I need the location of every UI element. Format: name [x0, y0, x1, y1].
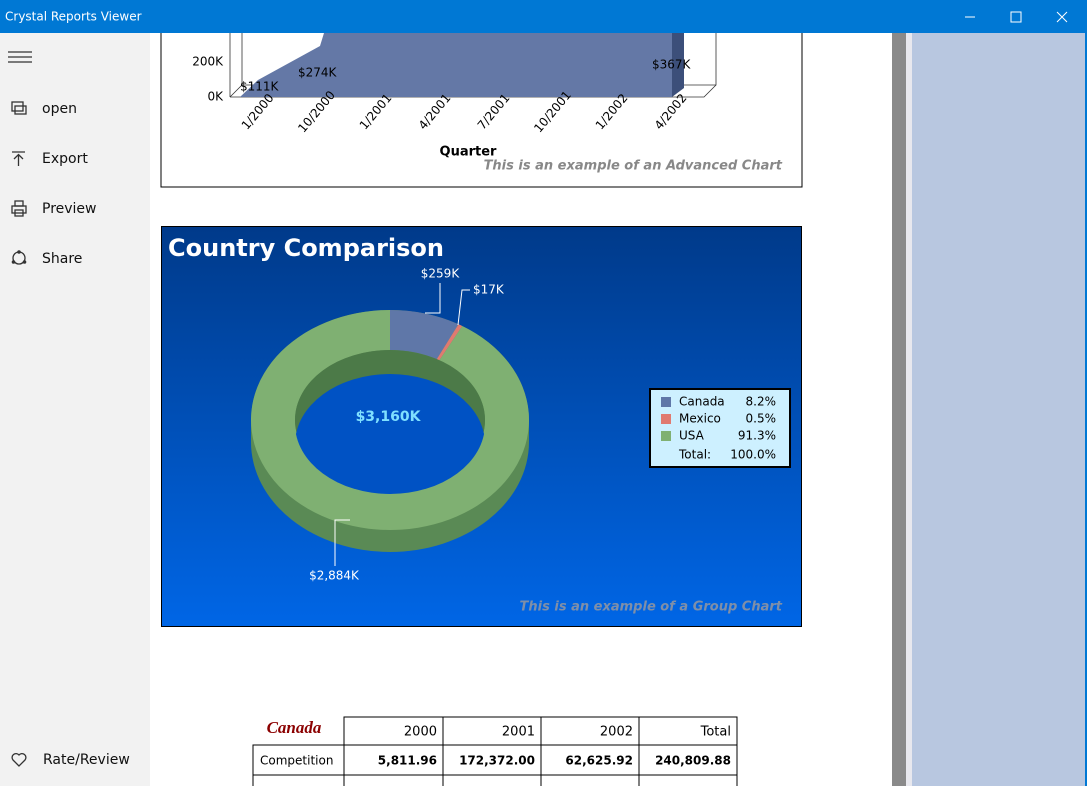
chart-note: This is an example of an Advanced Chart — [484, 159, 783, 174]
nav-label: Preview — [42, 201, 97, 217]
nav-label: Export — [42, 151, 88, 167]
header-text: 2001 — [502, 725, 535, 740]
leader-line — [457, 289, 470, 326]
maximize-button[interactable] — [1010, 11, 1022, 23]
data-label: $274K — [298, 66, 338, 80]
window-border — [1085, 0, 1087, 786]
nav-label: open — [42, 101, 77, 117]
nav-preview[interactable]: Preview — [11, 200, 97, 217]
legend-label: USA — [679, 429, 705, 443]
title-bar — [0, 0, 1087, 33]
cell-value: 172,372.00 — [459, 754, 535, 768]
legend — [649, 388, 791, 468]
chart-note: This is an example of a Group Chart — [520, 600, 783, 615]
nav-share[interactable]: Share — [11, 250, 83, 267]
axis-title: Quarter — [440, 145, 498, 160]
legend-swatch — [661, 397, 671, 407]
chart-frame — [160, 33, 803, 188]
legend-value: 8.2% — [746, 395, 777, 409]
cell-value: 5,811.96 — [378, 754, 437, 768]
chart-title: Country Comparison — [168, 234, 444, 262]
legend-swatch — [661, 431, 671, 441]
donut-hole — [295, 374, 485, 494]
data-label: $2,884K — [309, 569, 360, 583]
y-tick-label: 0K — [207, 90, 224, 104]
table-title: Canada — [267, 718, 322, 737]
nav-label: Rate/Review — [43, 752, 130, 768]
donut-slice — [390, 310, 459, 360]
nav-export[interactable]: Export — [12, 151, 88, 167]
legend-value: 0.5% — [746, 412, 777, 426]
data-label: $17K — [473, 283, 505, 297]
page-edge — [892, 33, 906, 786]
leader-line — [425, 283, 441, 314]
leader-line — [334, 519, 350, 566]
data-label: $111K — [240, 80, 280, 94]
data-label: $367K — [652, 58, 692, 72]
data-table: Canada 2000 2001 2002 Total Competition 5,811… — [252, 716, 738, 786]
nav-rate-review[interactable]: Rate/Review — [11, 752, 130, 768]
legend-label: Canada — [679, 395, 725, 409]
legend-label: Mexico — [679, 412, 721, 426]
donut-slice — [251, 310, 529, 530]
donut-slice — [436, 324, 463, 361]
cell-value: 62,625.92 — [565, 754, 633, 768]
cell-value: 240,809.88 — [655, 754, 731, 768]
legend-total-label: Total: — [678, 448, 711, 462]
data-label: $259K — [421, 267, 461, 281]
header-text: 2002 — [600, 725, 633, 740]
close-button[interactable] — [1056, 11, 1068, 23]
header-text: 2000 — [404, 725, 437, 740]
legend-total-value: 100.0% — [730, 448, 776, 462]
sidebar — [0, 33, 150, 786]
center-label: $3,160K — [356, 409, 422, 425]
legend-value: 91.3% — [738, 429, 776, 443]
window-title: Crystal Reports Viewer — [5, 10, 142, 24]
nav-label: Share — [42, 251, 82, 267]
cell — [638, 744, 738, 776]
row-label: Competition — [260, 754, 333, 768]
area — [240, 33, 672, 97]
area-side — [672, 33, 684, 97]
page-gap — [906, 33, 912, 786]
legend-swatch — [661, 414, 671, 424]
header-text: Total — [700, 725, 731, 740]
nav-open[interactable]: open — [11, 101, 77, 117]
group-chart: Country Comparison $259K $17K $2,884K $3… — [161, 226, 802, 627]
y-tick-label: 200K — [192, 55, 224, 69]
viewer-background — [912, 33, 1085, 786]
menu-button[interactable] — [8, 51, 32, 63]
